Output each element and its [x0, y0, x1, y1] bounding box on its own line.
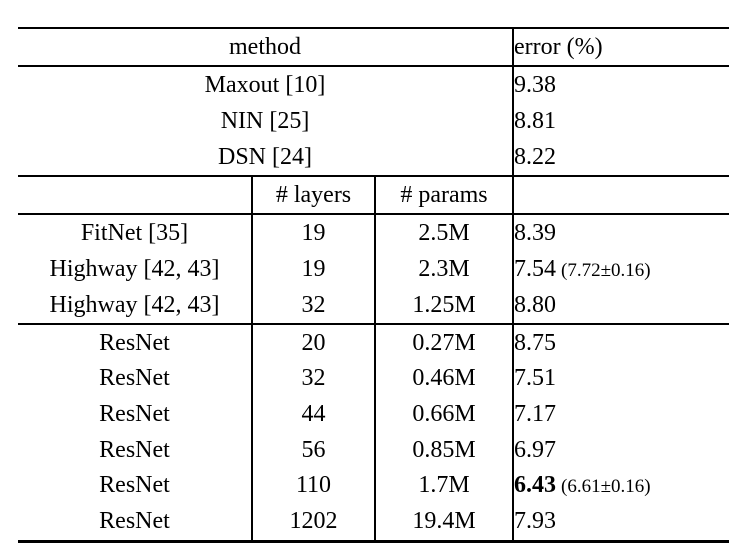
error-cell: 6.97	[512, 432, 730, 469]
method-cell: ResNet	[99, 401, 170, 427]
params-cell: 0.27M	[373, 324, 514, 361]
method-cell: Highway [42, 43]	[49, 255, 220, 282]
error-value: 7.54	[514, 255, 557, 282]
layers-cell: 110	[251, 468, 375, 504]
error-value: 7.93	[514, 508, 557, 535]
params-cell: 0.85M	[373, 432, 514, 469]
layers-cell: 19	[251, 214, 375, 252]
error-value: 7.51	[514, 365, 557, 392]
method-cell: ResNet	[99, 472, 170, 499]
table-row: NIN [25] 8.81	[18, 103, 730, 139]
table-subheader-row: # layers # params	[18, 176, 730, 216]
error-value: 6.43	[514, 472, 557, 499]
table-row: ResNet 110 1.7M 6.43 (6.61±0.16)	[18, 468, 730, 504]
error-value: 7.17	[514, 401, 557, 427]
error-cell: 6.43 (6.61±0.16)	[512, 468, 730, 504]
error-cell: 8.22	[512, 139, 730, 177]
table-row: FitNet [35] 19 2.5M 8.39	[18, 214, 730, 252]
error-value: 8.80	[514, 291, 557, 318]
column-header-params: # params	[373, 176, 514, 216]
method-cell: ResNet	[99, 329, 170, 356]
error-cell: 9.38	[512, 66, 730, 104]
results-table: method error (%) Maxout [10] 9.38 NIN [2…	[18, 27, 730, 543]
column-header-error: error (%)	[512, 28, 730, 68]
method-cell: Maxout [10]	[204, 71, 326, 98]
method-cell: ResNet	[99, 436, 170, 463]
params-cell: 2.3M	[373, 251, 514, 287]
error-value: 8.39	[514, 219, 557, 246]
layers-cell: 32	[251, 361, 375, 397]
table-row: Highway [42, 43] 32 1.25M 8.80	[18, 287, 730, 325]
table-row: DSN [24] 8.22	[18, 139, 730, 177]
table-row: ResNet 44 0.66M 7.17	[18, 396, 730, 433]
error-cell: 7.51	[512, 361, 730, 397]
table-row: ResNet 1202 19.4M 7.93	[18, 503, 730, 542]
error-note: (6.61±0.16)	[561, 476, 651, 498]
layers-cell: 56	[251, 432, 375, 469]
table-row: Highway [42, 43] 19 2.3M 7.54 (7.72±0.16)	[18, 251, 730, 287]
params-cell: 19.4M	[373, 503, 514, 542]
error-cell: 7.93	[512, 503, 730, 542]
table-row: Maxout [10] 9.38	[18, 66, 730, 104]
error-cell: 8.75	[512, 324, 730, 361]
table-row: ResNet 32 0.46M 7.51	[18, 361, 730, 397]
params-cell: 2.5M	[373, 214, 514, 252]
params-cell: 0.46M	[373, 361, 514, 397]
params-cell: 1.7M	[373, 468, 514, 504]
method-cell: ResNet	[99, 365, 170, 392]
layers-cell: 19	[251, 251, 375, 287]
params-cell: 1.25M	[373, 287, 514, 325]
error-cell: 7.54 (7.72±0.16)	[512, 251, 730, 287]
table-header-row: method error (%)	[18, 28, 730, 68]
method-cell: Highway [42, 43]	[18, 287, 252, 325]
error-value: 8.75	[514, 329, 557, 356]
column-header-layers: # layers	[251, 176, 375, 216]
error-cell: 8.81	[512, 103, 730, 139]
layers-cell: 44	[251, 396, 375, 433]
layers-cell: 1202	[251, 503, 375, 542]
method-cell: ResNet	[99, 508, 170, 535]
column-header-method: method	[18, 28, 514, 68]
empty-cell	[18, 176, 252, 216]
method-cell: FitNet [35]	[80, 219, 189, 246]
error-value: 6.97	[514, 436, 557, 463]
method-cell: DSN [24]	[18, 139, 514, 177]
layers-cell: 32	[251, 287, 375, 325]
error-cell: 8.39	[512, 214, 730, 252]
table-row: ResNet 20 0.27M 8.75	[18, 324, 730, 361]
table-row: ResNet 56 0.85M 6.97	[18, 432, 730, 469]
layers-cell: 20	[251, 324, 375, 361]
empty-cell	[512, 176, 730, 216]
error-cell: 7.17	[512, 396, 730, 433]
error-cell: 8.80	[512, 287, 730, 325]
params-cell: 0.66M	[373, 396, 514, 433]
error-note: (7.72±0.16)	[561, 259, 651, 281]
method-cell: NIN [25]	[220, 107, 310, 134]
